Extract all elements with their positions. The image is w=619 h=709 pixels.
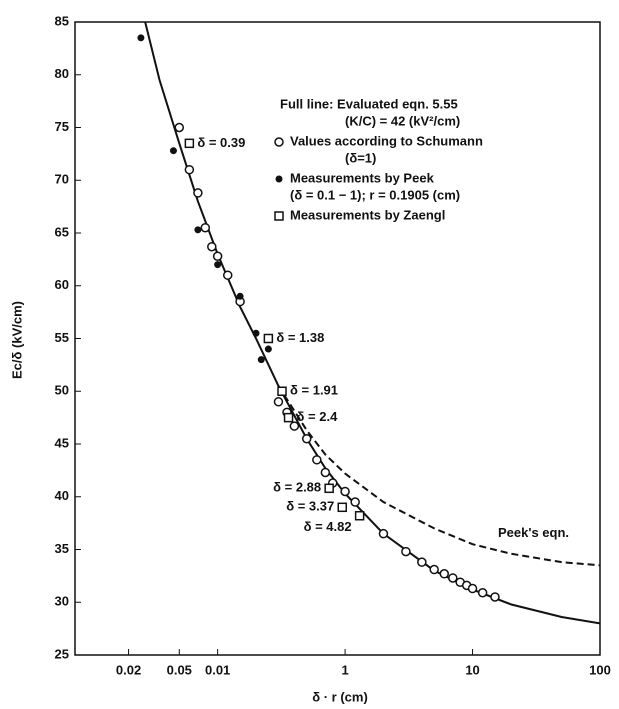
x-tick-label: 0.02 <box>116 662 141 677</box>
schumann-point <box>301 433 312 444</box>
peek-point <box>137 34 145 42</box>
x-tick-label: 10 <box>465 662 479 677</box>
schumann-point <box>429 564 439 575</box>
peek-point <box>194 226 202 234</box>
zaengl-point <box>324 483 334 494</box>
y-tick-label: 85 <box>55 13 69 28</box>
y-tick-label: 45 <box>55 435 69 450</box>
legend-note: (δ = 0.1 − 1); r = 0.1905 (cm) <box>290 187 460 202</box>
schumann-point <box>350 497 360 507</box>
schumann-point <box>320 467 331 478</box>
schumann-point <box>212 251 223 261</box>
series-label: Peek's eqn. <box>498 525 569 540</box>
y-tick-label: 80 <box>55 66 69 81</box>
schumann-point <box>439 569 450 579</box>
y-tick-label: 60 <box>55 277 69 292</box>
y-axis-label: Ec/δ (kV/cm) <box>9 301 24 379</box>
legend-label: Measurements by Peek <box>290 170 435 185</box>
peek-point <box>264 345 272 353</box>
peek-curve <box>277 385 600 567</box>
y-tick-label: 50 <box>55 383 69 398</box>
legend-symbol <box>275 175 283 183</box>
legend-note: (K/C) = 42 (kV²/cm) <box>345 113 460 128</box>
peek-point <box>252 329 260 337</box>
schumann-point <box>401 546 411 557</box>
zaengl-point <box>184 138 195 149</box>
y-tick-label: 65 <box>55 224 69 239</box>
x-tick-label: 0.05 <box>167 662 192 677</box>
schumann-point <box>273 397 284 407</box>
schumann-point <box>378 528 389 539</box>
plot-frame <box>74 21 601 656</box>
zaengl-point <box>337 502 348 513</box>
schumann-point <box>490 592 500 602</box>
legend-label: Values according to Schumann <box>290 133 483 148</box>
schumann-point <box>312 455 322 465</box>
peek-point <box>236 292 244 300</box>
legend-label: Full line: Evaluated eqn. 5.55 <box>280 96 458 111</box>
schumann-point <box>222 270 233 280</box>
peek-point <box>257 356 265 364</box>
legend-label: Measurements by Zaengl <box>290 207 445 222</box>
y-tick-label: 35 <box>55 541 69 556</box>
schumann-point <box>200 222 211 233</box>
schumann-point <box>207 241 217 252</box>
zaengl-point <box>277 386 287 396</box>
schumann-point <box>417 557 427 567</box>
point-label: δ = 4.82 <box>304 519 352 534</box>
y-tick-label: 70 <box>55 172 69 187</box>
y-tick-label: 55 <box>55 330 69 345</box>
x-tick-label: 1 <box>341 662 348 677</box>
schumann-point <box>477 588 488 598</box>
legend-symbol <box>274 211 284 221</box>
zaengl-point <box>263 333 274 344</box>
schumann-point <box>467 583 478 594</box>
x-tick-label: 100 <box>589 662 611 677</box>
schumann-point <box>193 188 203 198</box>
point-label: δ = 3.37 <box>286 499 334 514</box>
point-label: δ = 2.88 <box>273 480 321 495</box>
schumann-point <box>174 122 185 133</box>
zaengl-point <box>283 412 294 423</box>
peek-point <box>214 261 222 269</box>
y-tick-label: 75 <box>55 119 69 134</box>
point-label: δ = 1.38 <box>276 330 324 345</box>
y-tick-label: 25 <box>55 646 69 661</box>
point-label: δ = 2.4 <box>297 409 339 424</box>
point-label: δ = 0.39 <box>197 135 245 150</box>
y-tick-label: 30 <box>55 594 69 609</box>
x-axis-label: δ · r (cm) <box>312 689 368 704</box>
x-tick-label: 0.01 <box>205 662 230 677</box>
y-tick-label: 40 <box>55 488 69 503</box>
schumann-point <box>184 164 195 175</box>
point-label: δ = 1.91 <box>290 383 338 398</box>
schumann-point <box>289 421 300 431</box>
peek-point <box>169 147 177 155</box>
zaengl-point <box>354 510 365 521</box>
legend-note: (δ=1) <box>345 150 376 165</box>
legend-symbol <box>274 137 284 147</box>
schumann-point <box>448 573 458 583</box>
schumann-point <box>340 486 350 497</box>
